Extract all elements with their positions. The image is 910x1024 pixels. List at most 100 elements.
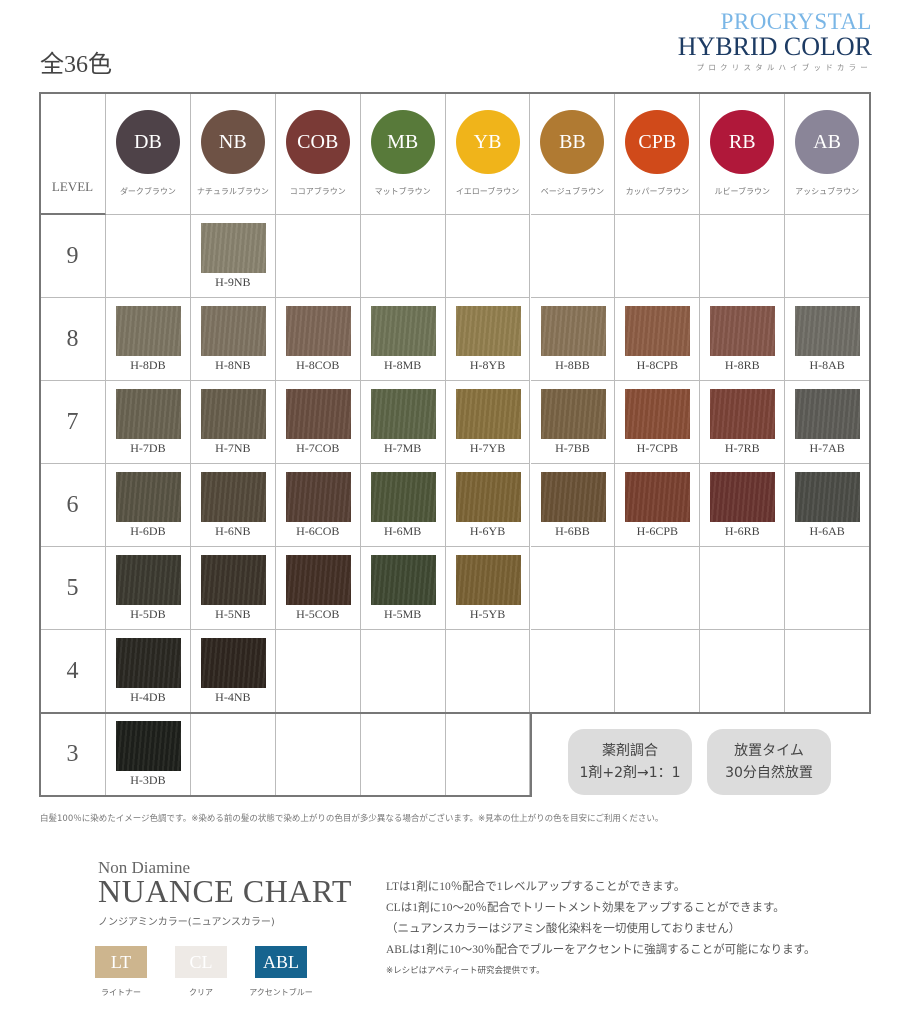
color-swatch[interactable] (795, 389, 861, 439)
desc-line-nondiamine: （ニュアンスカラーはジアミン酸化染料を一切使用しておりません） (386, 923, 741, 935)
swatch-cell[interactable]: H-7NB (190, 381, 276, 464)
color-swatch[interactable] (455, 389, 521, 439)
swatch-cell[interactable]: H-5MB (360, 547, 446, 630)
swatch-cell[interactable]: H-7AB (785, 381, 871, 464)
swatch-cell[interactable]: H-6DB (106, 464, 191, 547)
swatch-cell[interactable]: H-7COB (275, 381, 361, 464)
color-swatch[interactable] (710, 389, 776, 439)
swatch-cell[interactable]: H-6CPB (615, 464, 701, 547)
swatch-cell[interactable]: H-7RB (700, 381, 786, 464)
swatch-cell[interactable]: H-6BB (530, 464, 616, 547)
swatch-cell[interactable]: H-7CPB (615, 381, 701, 464)
color-swatch[interactable] (370, 306, 436, 356)
color-swatch[interactable] (285, 472, 351, 522)
color-swatch[interactable] (540, 389, 606, 439)
swatch-cell[interactable]: H-8RB (700, 298, 786, 381)
swatch-code: H-8RB (724, 358, 760, 372)
color-swatch[interactable] (200, 306, 266, 356)
swatch-cell[interactable]: H-7YB (445, 381, 531, 464)
color-swatch[interactable] (710, 306, 776, 356)
color-swatch[interactable] (455, 472, 521, 522)
swatch-cell[interactable]: H-9NB (190, 215, 276, 298)
empty-cell (700, 547, 786, 630)
color-swatch[interactable] (285, 555, 351, 605)
swatch-cell[interactable]: H-8YB (445, 298, 531, 381)
swatch-cell[interactable]: H-8BB (530, 298, 616, 381)
color-swatch[interactable] (540, 472, 606, 522)
empty-cell (785, 215, 871, 298)
color-swatch[interactable] (116, 306, 181, 356)
swatch-code: H-5YB (469, 607, 506, 621)
swatch-cell[interactable]: H-8MB (360, 298, 446, 381)
color-swatch[interactable] (285, 306, 351, 356)
color-swatch[interactable] (116, 638, 181, 688)
swatch-code: H-8BB (555, 358, 590, 372)
color-swatch[interactable] (200, 472, 266, 522)
swatch-cell[interactable]: H-7MB (360, 381, 446, 464)
swatch-cell[interactable]: H-4NB (190, 630, 276, 713)
color-swatch[interactable] (285, 389, 351, 439)
swatch-code: H-7CPB (636, 441, 678, 455)
swatch-cell[interactable]: H-6COB (275, 464, 361, 547)
color-swatch[interactable] (625, 306, 691, 356)
level-5: 5 (40, 547, 106, 630)
empty-cell (360, 630, 446, 713)
swatch-code: H-6AB (809, 524, 845, 538)
color-swatch[interactable] (116, 472, 181, 522)
swatch-cell[interactable]: H-5DB (106, 547, 191, 630)
color-swatch[interactable] (710, 472, 776, 522)
swatch-cell[interactable]: H-6YB (445, 464, 531, 547)
color-swatch[interactable] (625, 389, 691, 439)
color-swatch[interactable] (370, 555, 436, 605)
nuance-subtitle: Non Diamine (98, 858, 191, 877)
color-swatch[interactable] (455, 555, 521, 605)
empty-cell (530, 547, 616, 630)
swatch-cell[interactable]: H-7DB (106, 381, 191, 464)
nuance-description: LTは1剤に10％配合で1レベルアップすることができます。 CLは1剤に10～2… (386, 877, 816, 982)
swatch-cell[interactable]: H-6MB (360, 464, 446, 547)
color-swatch[interactable] (795, 472, 861, 522)
level-header: LEVEL (40, 93, 106, 215)
swatch-cell[interactable]: H-8AB (785, 298, 871, 381)
mix-ratio-info: 薬剤調合 1剤+2剤→1：1 (568, 729, 692, 795)
swatch-cell[interactable]: H-8NB (190, 298, 276, 381)
color-swatch[interactable] (116, 721, 181, 771)
color-swatch[interactable] (200, 555, 266, 605)
color-swatch[interactable] (370, 389, 436, 439)
swatch-cell[interactable]: H-6NB (190, 464, 276, 547)
swatch-cell[interactable]: H-5NB (190, 547, 276, 630)
empty-cell (445, 215, 531, 298)
swatch-code: H-6MB (383, 524, 422, 538)
swatch-cell[interactable]: H-6AB (785, 464, 871, 547)
empty-cell (360, 713, 446, 796)
color-swatch[interactable] (625, 472, 691, 522)
nuance-label: クリア (189, 988, 213, 997)
swatch-cell[interactable]: H-8COB (275, 298, 361, 381)
mix-value: 1剤+2剤→1：1 (579, 765, 681, 781)
color-swatch[interactable] (116, 389, 181, 439)
swatch-code: H-5DB (130, 607, 166, 621)
color-swatch[interactable] (200, 638, 266, 688)
swatch-cell[interactable]: H-6RB (700, 464, 786, 547)
swatch-cell[interactable]: H-8DB (106, 298, 191, 381)
time-value: 30分自然放置 (725, 765, 813, 781)
empty-cell (360, 215, 446, 298)
color-swatch[interactable] (116, 555, 181, 605)
mix-title: 薬剤調合 (602, 743, 658, 759)
color-swatch[interactable] (370, 472, 436, 522)
column-header-yb: YB イエローブラウン (445, 93, 531, 215)
color-swatch[interactable] (200, 223, 266, 273)
color-swatch[interactable] (795, 306, 861, 356)
swatch-cell[interactable]: H-8CPB (615, 298, 701, 381)
logo-hybrid-color: HYBRID COLOR (677, 32, 872, 61)
color-swatch[interactable] (455, 306, 521, 356)
color-circle-db: DB (115, 110, 180, 174)
swatch-cell[interactable]: H-3DB (106, 713, 191, 796)
swatch-code: H-7DB (130, 441, 166, 455)
swatch-cell[interactable]: H-5COB (275, 547, 361, 630)
color-swatch[interactable] (200, 389, 266, 439)
swatch-cell[interactable]: H-4DB (106, 630, 191, 713)
swatch-cell[interactable]: H-7BB (530, 381, 616, 464)
swatch-cell[interactable]: H-5YB (445, 547, 531, 630)
color-swatch[interactable] (540, 306, 606, 356)
